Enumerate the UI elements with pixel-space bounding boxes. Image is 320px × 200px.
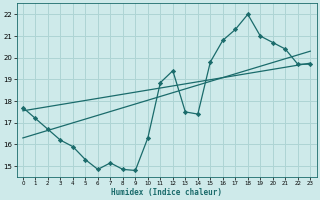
X-axis label: Humidex (Indice chaleur): Humidex (Indice chaleur)	[111, 188, 222, 197]
